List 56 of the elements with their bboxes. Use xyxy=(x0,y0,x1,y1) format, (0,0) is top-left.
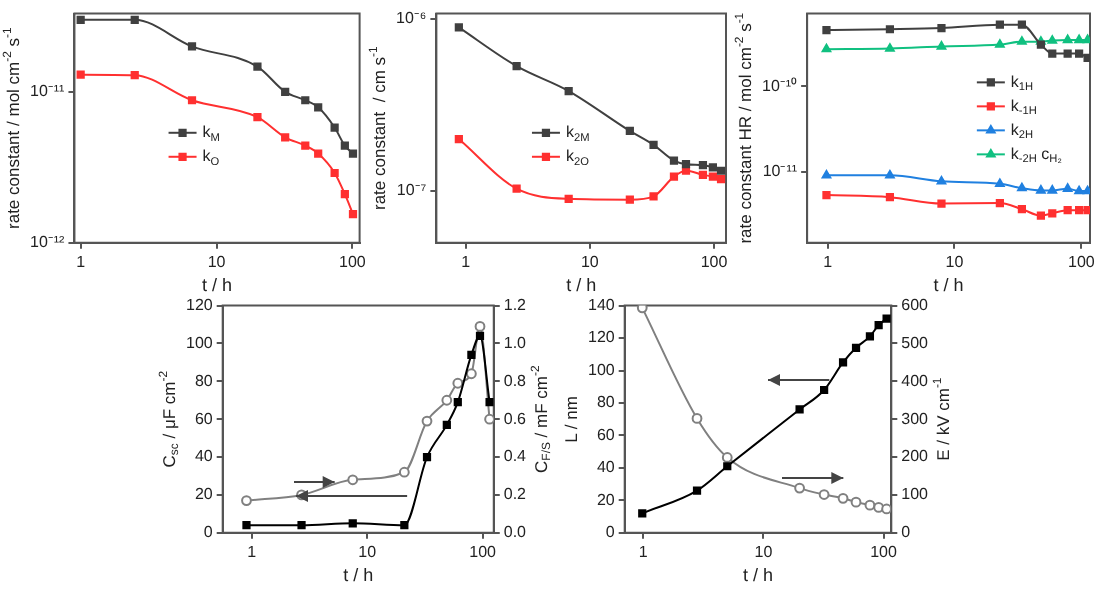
y-tick-label: 40 xyxy=(596,458,616,477)
y2-tick-label: 0.2 xyxy=(503,485,528,504)
y2-tick-label: 100 xyxy=(901,485,930,504)
x-tick-label: 100 xyxy=(469,542,498,561)
y-tick-label: 40 xyxy=(194,447,214,466)
x-axis-title: t / h xyxy=(566,274,597,295)
y-tick-label: 60 xyxy=(596,425,616,444)
x-tick-label: 10 xyxy=(945,252,965,271)
y-tick-label: 120 xyxy=(587,328,616,347)
y-tick-label: 120 xyxy=(185,296,214,315)
y2-tick-label: 0.8 xyxy=(503,371,528,390)
y-tick-label: 60 xyxy=(194,409,214,428)
y2-tick-label: 0.4 xyxy=(503,447,528,466)
y2-tick-label: 1.0 xyxy=(503,333,528,352)
y2-tick-label: 0.6 xyxy=(503,409,528,428)
y-tick-label: 10⁻¹¹ xyxy=(762,162,798,181)
y-tick-label: 20 xyxy=(194,485,214,504)
y-tick-label: 80 xyxy=(596,393,616,412)
y2-tick-label: 400 xyxy=(901,371,930,390)
y2-tick-label: 1.2 xyxy=(503,296,528,315)
y2-tick-label: 0 xyxy=(901,523,912,542)
x-tick-label: 10 xyxy=(207,252,227,271)
y2-tick-label: 500 xyxy=(901,333,930,352)
x-tick-label: 1 xyxy=(638,542,649,561)
x-tick-label: 10 xyxy=(580,252,600,271)
y-tick-label: 10⁻¹² xyxy=(29,233,66,252)
y-tick-label: 10⁻⁶ xyxy=(395,9,427,28)
y-tick-label: 100 xyxy=(185,333,214,352)
y-tick-label: 80 xyxy=(194,371,214,390)
x-axis-title: t / h xyxy=(343,564,374,585)
y-tick-label: 140 xyxy=(587,296,616,315)
y-tick-label: 10⁻¹⁰ xyxy=(762,76,798,95)
x-tick-label: 100 xyxy=(870,542,898,561)
y-tick-label: 10⁻¹¹ xyxy=(29,82,66,101)
x-tick-label: 1 xyxy=(247,542,258,561)
y-tick-label: 0 xyxy=(203,523,214,542)
x-axis-title: t / h xyxy=(742,564,774,585)
x-tick-label: 100 xyxy=(1067,252,1096,271)
y2-tick-label: 300 xyxy=(901,409,930,428)
y-tick-label: 10⁻⁷ xyxy=(396,181,427,200)
x-tick-label: 1 xyxy=(823,252,834,271)
x-tick-label: 1 xyxy=(461,252,472,271)
x-tick-label: 1 xyxy=(76,252,87,271)
x-axis-title: t / h xyxy=(202,274,233,295)
y2-tick-label: 600 xyxy=(901,296,930,315)
y-tick-label: 100 xyxy=(587,360,616,379)
y2-tick-label: 0.0 xyxy=(503,523,528,542)
x-tick-label: 10 xyxy=(754,542,774,561)
y-tick-label: 20 xyxy=(596,490,616,509)
x-tick-label: 100 xyxy=(339,252,367,271)
y-tick-label: 0 xyxy=(605,523,616,542)
y2-tick-label: 200 xyxy=(901,447,930,466)
y-axis-title: L / nm xyxy=(560,396,581,443)
x-tick-label: 10 xyxy=(358,542,378,561)
x-axis-title: t / h xyxy=(933,274,964,295)
x-tick-label: 100 xyxy=(700,252,729,271)
